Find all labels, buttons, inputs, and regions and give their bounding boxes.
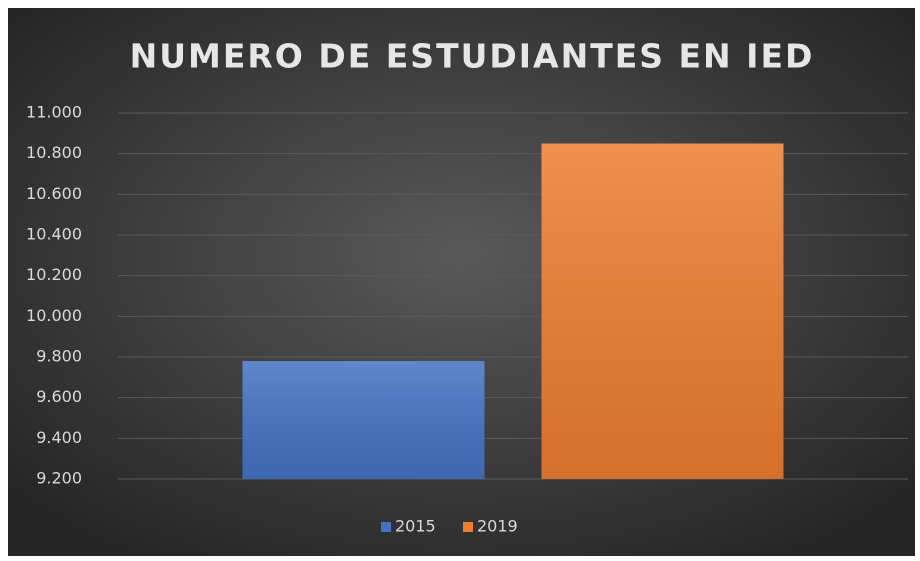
y-tick-label: 9.400 xyxy=(36,428,82,447)
legend-swatch xyxy=(463,522,473,532)
y-tick-label: 10.200 xyxy=(26,265,82,284)
y-tick-label: 10.400 xyxy=(26,225,82,244)
legend-label: 2019 xyxy=(477,517,518,536)
y-tick-label: 9.600 xyxy=(36,387,82,406)
chart-title: NUMERO DE ESTUDIANTES EN IED xyxy=(130,37,815,76)
y-tick-label: 10.800 xyxy=(26,143,82,162)
y-tick-label: 10.000 xyxy=(26,306,82,325)
legend-swatch xyxy=(381,522,391,532)
y-tick-label: 11.000 xyxy=(26,103,82,122)
bar xyxy=(541,143,784,479)
y-tick-label: 10.600 xyxy=(26,184,82,203)
y-tick-label: 9.800 xyxy=(36,347,82,366)
legend-label: 2015 xyxy=(395,517,436,536)
y-tick-label: 9.200 xyxy=(36,469,82,488)
bar xyxy=(242,361,485,479)
